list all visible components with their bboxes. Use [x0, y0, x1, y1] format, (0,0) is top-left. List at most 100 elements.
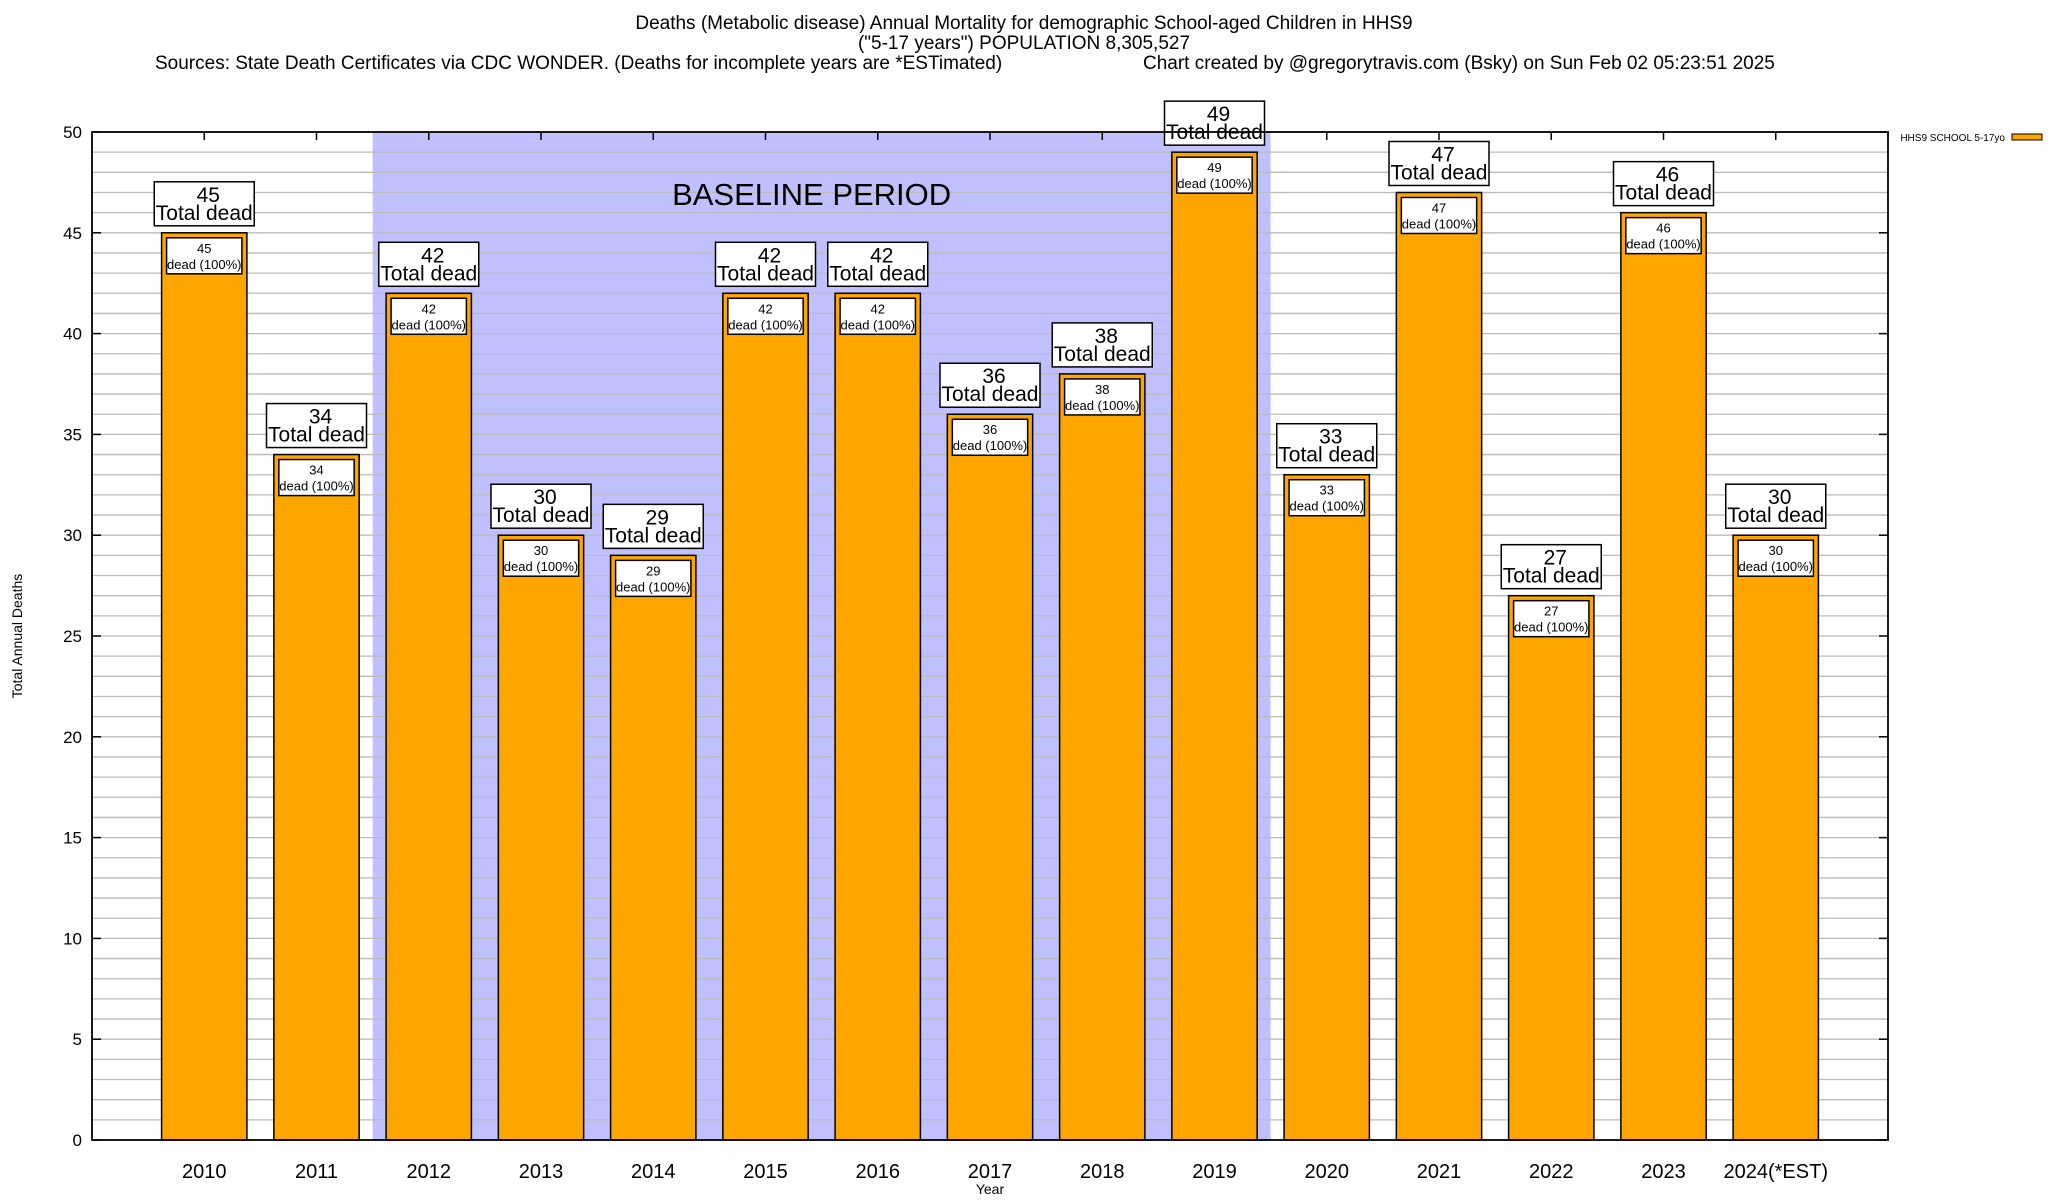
- total-label-box: [827, 241, 929, 288]
- inner-label-value: 30: [1769, 543, 1783, 558]
- x-tick-label: 2015: [743, 1161, 788, 1183]
- total-label-value: 49: [1207, 103, 1230, 126]
- y-tick-label: 25: [63, 627, 82, 646]
- plot-border: [91, 131, 1889, 1141]
- inner-label-text: dead (100%): [1290, 499, 1364, 514]
- inner-label-value: 33: [1320, 483, 1334, 498]
- inner-label-value: 42: [758, 301, 772, 316]
- total-label-box: [1276, 422, 1378, 469]
- inner-label-box: [614, 559, 692, 598]
- total-label-box: [1612, 160, 1715, 207]
- total-label-text: Total dead: [1278, 444, 1375, 467]
- inner-label-box: [839, 297, 917, 336]
- bar: [946, 413, 1034, 1141]
- inner-label-box: [1625, 216, 1702, 255]
- y-tick-label: 50: [63, 123, 82, 142]
- inner-label-box: [502, 539, 580, 577]
- inner-label-value: 38: [1095, 382, 1109, 397]
- inner-label-box: [951, 418, 1029, 456]
- x-axis-label: Year: [976, 1181, 1005, 1197]
- inner-label-text: dead (100%): [1626, 237, 1700, 252]
- total-label-value: 47: [1431, 143, 1454, 166]
- total-label-value: 42: [421, 244, 444, 267]
- inner-label-box: [1288, 478, 1366, 517]
- chart-subtitle: ("5-17 years") POPULATION 8,305,527: [857, 33, 1191, 54]
- y-tick-label: 20: [63, 728, 82, 747]
- inner-label-text: dead (100%): [1065, 398, 1139, 413]
- chart-credit: Chart created by @gregorytravis.com (Bsk…: [1143, 53, 1775, 74]
- total-label-box: [602, 503, 704, 550]
- chart-sources: Sources: State Death Certificates via CD…: [155, 53, 1003, 74]
- bar: [1058, 373, 1146, 1141]
- x-tick-label: 2023: [1641, 1161, 1686, 1183]
- baseline-period-label: BASELINE PERIOD: [672, 177, 951, 212]
- x-tick-label: 2020: [1305, 1161, 1350, 1183]
- x-tick-label: 2024(*EST): [1724, 1161, 1829, 1183]
- inner-label-text: dead (100%): [616, 579, 690, 594]
- total-label-value: 34: [309, 406, 333, 429]
- total-label-text: Total dead: [717, 262, 814, 285]
- total-label-text: Total dead: [156, 202, 253, 225]
- total-label-text: Total dead: [1615, 182, 1712, 205]
- legend-swatch: [2011, 133, 2043, 141]
- total-label-value: 33: [1319, 426, 1342, 449]
- inner-label-value: 42: [871, 301, 885, 316]
- inner-label-box: [1512, 599, 1590, 638]
- x-tick-label: 2019: [1192, 1161, 1237, 1183]
- total-label-text: Total dead: [380, 262, 477, 285]
- total-label-value: 38: [1095, 325, 1118, 348]
- y-axis-label: Total Annual Deaths: [9, 574, 25, 699]
- total-label-value: 46: [1656, 164, 1679, 187]
- inner-label-value: 42: [422, 301, 436, 316]
- bar: [1395, 191, 1483, 1141]
- x-tick-label: 2011: [295, 1161, 338, 1183]
- x-tick-label: 2016: [856, 1161, 901, 1183]
- inner-label-text: dead (100%): [392, 317, 466, 332]
- total-label-text: Total dead: [493, 504, 590, 527]
- bar: [1507, 594, 1595, 1141]
- inner-label-box: [1737, 539, 1815, 577]
- total-label-box: [153, 181, 255, 227]
- inner-label-value: 49: [1207, 160, 1221, 175]
- y-tick-label: 45: [63, 224, 82, 243]
- bar: [1732, 534, 1820, 1141]
- total-label-box: [1725, 483, 1827, 529]
- inner-label-text: dead (100%): [167, 257, 241, 272]
- inner-label-value: 34: [309, 463, 323, 478]
- chart-title: Deaths (Metabolic disease) Annual Mortal…: [635, 13, 1413, 34]
- inner-label-value: 46: [1656, 221, 1670, 236]
- x-tick-label: 2012: [407, 1161, 452, 1183]
- inner-label-box: [278, 458, 355, 497]
- inner-label-text: dead (100%): [953, 438, 1027, 453]
- total-label-text: Total dead: [829, 262, 926, 285]
- bar: [497, 534, 585, 1141]
- bar: [609, 554, 697, 1141]
- total-label-text: Total dead: [268, 424, 365, 447]
- total-label-value: 36: [982, 365, 1005, 388]
- inner-label-text: dead (100%): [1177, 176, 1251, 191]
- x-tick-label: 2017: [968, 1161, 1013, 1183]
- x-tick-label: 2018: [1080, 1161, 1125, 1183]
- inner-label-value: 47: [1432, 200, 1446, 215]
- total-label-box: [1500, 543, 1602, 590]
- total-label-box: [378, 241, 480, 288]
- inner-label-box: [1063, 378, 1141, 416]
- total-label-box: [490, 483, 592, 529]
- inner-label-text: dead (100%): [1739, 559, 1813, 574]
- inner-label-box: [1176, 156, 1253, 194]
- y-tick-label: 40: [63, 325, 82, 344]
- y-tick-label: 35: [63, 425, 82, 444]
- total-label-text: Total dead: [1727, 504, 1824, 527]
- total-label-text: Total dead: [1054, 343, 1151, 366]
- x-tick-label: 2010: [182, 1161, 227, 1183]
- total-label-value: 29: [646, 506, 669, 529]
- bar: [385, 292, 473, 1141]
- total-label-text: Total dead: [1391, 161, 1488, 184]
- total-label-value: 42: [870, 244, 893, 267]
- total-label-text: Total dead: [1503, 565, 1600, 588]
- total-label-value: 45: [197, 184, 220, 207]
- inner-label-box: [1400, 196, 1478, 235]
- y-tick-label: 0: [73, 1131, 82, 1150]
- inner-label-text: dead (100%): [1514, 620, 1588, 635]
- inner-label-text: dead (100%): [279, 479, 353, 494]
